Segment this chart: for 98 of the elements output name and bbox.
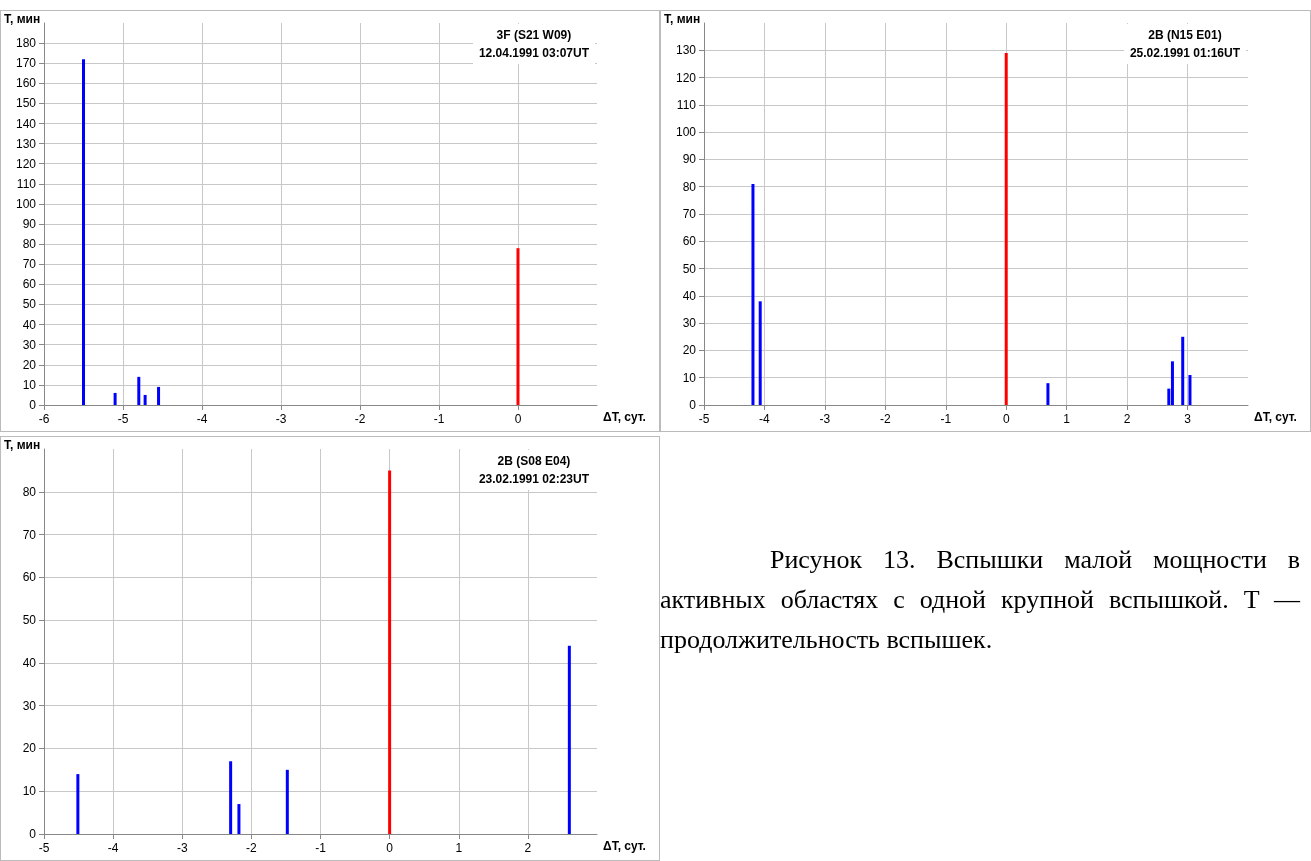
x-tick-label: -1 — [315, 841, 327, 855]
y-tick-label: 70 — [682, 207, 697, 221]
y-tick-label: 20 — [22, 741, 37, 756]
bar — [229, 761, 233, 834]
y-tick-label: 60 — [682, 234, 697, 249]
y-tick-label: 0 — [29, 398, 37, 412]
text: Рисунок 13. Вспышки малой мощности в активных областях с одной крупной вспышкой. T — продолжительность вспышек. — [660, 544, 1300, 656]
y-tick-label: 20 — [22, 357, 37, 372]
y-tick-label: 90 — [22, 217, 37, 232]
x-axis-title: ΔT, сут. — [603, 839, 646, 853]
y-tick-label: 110 — [16, 176, 37, 191]
x-tick-label: -3 — [819, 412, 831, 426]
x-tick-label: 1 — [455, 841, 463, 855]
y-tick-label: 10 — [22, 377, 37, 392]
bar — [76, 774, 80, 834]
bar — [388, 470, 392, 834]
bar — [1004, 53, 1008, 405]
x-tick-label: -2 — [880, 412, 891, 426]
y-tick-label: 10 — [22, 784, 37, 799]
x-tick-label: 0 — [514, 412, 522, 426]
y-axis-title: T, мин — [664, 12, 701, 26]
y-tick-label: 140 — [15, 116, 37, 131]
y-tick-label: 60 — [22, 570, 37, 585]
x-axis-title: ΔT, сут. — [603, 410, 646, 424]
x-tick-label: -4 — [759, 412, 771, 426]
y-axis-title: T, мин — [4, 438, 41, 452]
annotation: 3F (S21 W09) — [496, 28, 572, 42]
x-tick-label: 0 — [386, 841, 394, 855]
x-tick-label: -5 — [38, 841, 50, 855]
x-tick-label: -5 — [117, 412, 129, 426]
y-tick-label: 100 — [15, 196, 37, 211]
bar — [137, 376, 141, 405]
x-tick-label: 2 — [524, 841, 532, 855]
y-tick-label: 120 — [15, 156, 37, 171]
y-tick-label: 170 — [15, 56, 37, 71]
bar — [758, 301, 762, 405]
bar — [113, 392, 117, 405]
x-tick-label: 2 — [1123, 412, 1131, 426]
bar — [143, 394, 147, 405]
y-tick-label: 70 — [22, 527, 37, 542]
bar — [1170, 361, 1174, 405]
x-tick-label: 0 — [1002, 412, 1010, 426]
y-tick-label: 40 — [682, 288, 697, 303]
y-tick-label: 100 — [675, 125, 697, 140]
y-tick-label: 40 — [22, 317, 37, 332]
y-tick-label: 110 — [676, 97, 697, 112]
x-tick-label: -2 — [246, 841, 258, 855]
x-tick-label: -3 — [275, 412, 287, 426]
y-tick-label: 120 — [675, 70, 697, 85]
y-tick-label: 30 — [22, 337, 37, 352]
y-tick-label: 50 — [22, 297, 37, 312]
x-tick-label: -4 — [196, 412, 208, 426]
x-tick-label: -1 — [940, 412, 952, 426]
annotation: 25.02.1991 01:16UT — [1129, 46, 1240, 60]
x-tick-label: -2 — [354, 412, 366, 426]
x-axis-title: ΔT, сут. — [1254, 410, 1297, 424]
y-tick-label: 30 — [682, 316, 697, 331]
x-tick-label: 3 — [1184, 412, 1192, 426]
bar — [1046, 383, 1050, 405]
bar — [751, 183, 755, 405]
y-axis-title: T, мин — [4, 12, 41, 26]
y-tick-label: 90 — [682, 152, 697, 167]
y-tick-label: 10 — [682, 370, 697, 385]
bar — [567, 645, 571, 834]
y-tick-label: 20 — [682, 343, 697, 358]
y-tick-label: 80 — [22, 237, 37, 252]
bar — [1181, 336, 1185, 405]
y-tick-label: 180 — [15, 36, 37, 51]
y-tick-label: 70 — [22, 257, 37, 272]
y-tick-label: 80 — [22, 484, 37, 499]
bar — [237, 804, 241, 834]
y-tick-label: 30 — [22, 698, 37, 713]
bar — [157, 386, 161, 405]
x-tick-label: -3 — [176, 841, 188, 855]
bar — [285, 769, 289, 834]
bar — [82, 59, 85, 405]
x-tick-label: -6 — [38, 412, 50, 426]
x-tick-label: -1 — [433, 412, 445, 426]
y-tick-label: 50 — [22, 613, 37, 628]
y-tick-label: 60 — [22, 277, 37, 292]
annotation: 12.04.1991 03:07UT — [478, 46, 589, 60]
bar — [1188, 374, 1192, 405]
x-tick-label: 1 — [1063, 412, 1071, 426]
x-tick-label: -5 — [698, 412, 710, 426]
y-tick-label: 0 — [689, 398, 697, 412]
y-tick-label: 130 — [15, 136, 37, 151]
bar — [516, 248, 520, 405]
y-tick-label: 0 — [29, 827, 37, 841]
annotation: 23.02.1991 02:23UT — [478, 472, 589, 486]
y-tick-label: 150 — [15, 96, 37, 111]
annotation: 2B (S08 E04) — [497, 454, 571, 468]
y-tick-label: 50 — [682, 261, 697, 276]
y-tick-label: 80 — [682, 179, 697, 194]
y-tick-label: 40 — [22, 655, 37, 670]
y-tick-label: 160 — [15, 76, 37, 91]
annotation: 2B (N15 E01) — [1148, 28, 1222, 42]
x-tick-label: -4 — [107, 841, 119, 855]
y-tick-label: 130 — [675, 43, 697, 58]
